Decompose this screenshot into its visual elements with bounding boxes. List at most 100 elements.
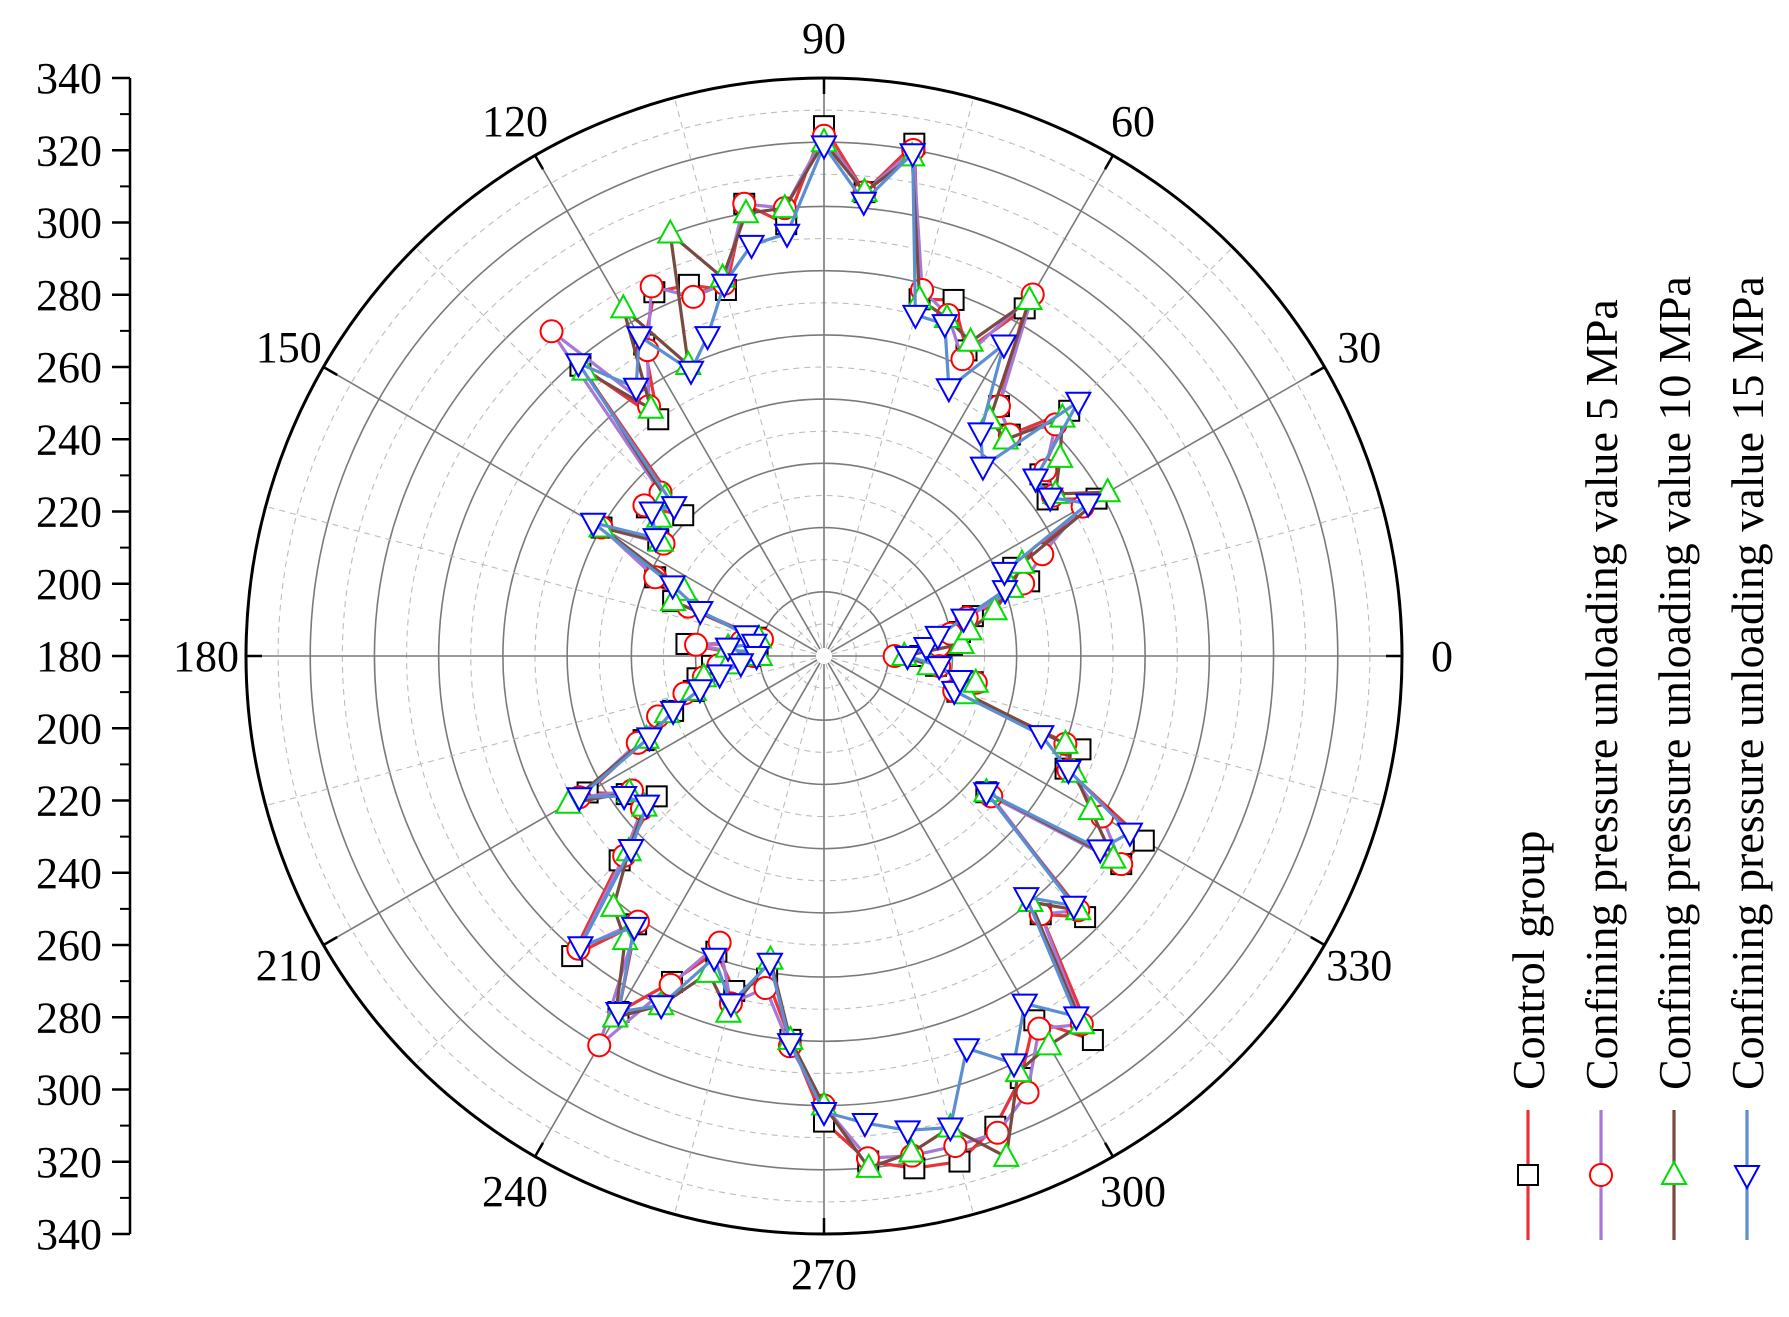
major-spoke [827, 662, 1114, 1157]
angular-tick [1310, 365, 1326, 377]
radial-tick-label: 220 [36, 777, 102, 826]
minor-spoke [265, 505, 817, 655]
angular-tick [1103, 154, 1115, 170]
data-point-triangle-down [625, 326, 654, 352]
angle-label: 0 [1431, 632, 1453, 681]
data-point-triangle-down [1074, 493, 1102, 519]
minor-spoke [414, 246, 819, 651]
major-spoke [830, 659, 1325, 946]
data-point-triangle-down [717, 993, 745, 1019]
radial-tick-label: 300 [36, 1066, 102, 1115]
data-point-triangle-up [897, 1137, 926, 1163]
legend-label: Confining pressure unloading value 5 MPa [1576, 299, 1627, 1090]
data-point-circle [1589, 1163, 1613, 1187]
angle-label: 60 [1111, 97, 1155, 146]
angular-tick [322, 365, 338, 377]
angle-label: 300 [1100, 1167, 1166, 1216]
radial-tick-label: 340 [36, 54, 102, 103]
data-point-triangle-up [992, 1141, 1020, 1167]
minor-spoke [829, 661, 1234, 1066]
angle-label: 330 [1326, 941, 1392, 990]
angle-label: 240 [482, 1167, 548, 1216]
legend: Control group Confining pressure unloadin… [1503, 276, 1773, 1240]
data-point-triangle-down [727, 653, 755, 679]
data-point-triangle-down [1011, 993, 1039, 1019]
data-point-triangle-down [737, 234, 766, 260]
angle-label: 30 [1337, 323, 1381, 372]
radial-tick-label: 340 [36, 1210, 102, 1259]
data-point-triangle-down [966, 422, 995, 448]
data-point-triangle-up [732, 198, 760, 224]
angle-label: 180 [173, 632, 239, 681]
data-point-square [1132, 829, 1155, 852]
data-point-triangle-down [1000, 1053, 1028, 1079]
data-point-triangle-down [564, 353, 593, 379]
minor-spoke [673, 97, 823, 649]
data-point-triangle-up [962, 667, 990, 693]
data-point-triangle-down [810, 135, 838, 161]
data-point-circle [1027, 1016, 1052, 1041]
data-point-triangle-down [658, 575, 687, 601]
data-point-triangle-down [705, 664, 734, 690]
minor-spoke [265, 657, 817, 807]
polar-frame [244, 76, 1404, 1236]
legend-label: Control group [1503, 831, 1554, 1090]
data-point-triangle-down [773, 223, 801, 249]
data-point-triangle-down [990, 561, 1019, 587]
data-point-circle [587, 1033, 612, 1058]
major-spoke [827, 155, 1114, 650]
data-point-triangle-up [1015, 284, 1044, 311]
data-point-triangle-up [947, 628, 976, 654]
data-point-triangle-down [893, 646, 922, 672]
data-point-triangle-down [972, 782, 1001, 808]
data-point-triangle-down [635, 727, 664, 753]
data-point-circle [1015, 1080, 1040, 1105]
series-group [539, 115, 1155, 1180]
legend-label: Confining pressure unloading value 10 MP… [1649, 276, 1700, 1090]
angle-label: 120 [482, 97, 548, 146]
radial-tick-label: 240 [36, 415, 102, 464]
data-point-triangle-down [565, 787, 593, 813]
angle-label: 210 [256, 941, 322, 990]
data-point-circle [943, 1134, 968, 1159]
data-point-triangle-down [610, 785, 638, 812]
data-point-triangle-down [638, 501, 666, 527]
data-point-triangle-down [740, 633, 769, 659]
data-point-triangle-down [686, 679, 714, 705]
data-point-triangle-down [641, 528, 670, 554]
radial-tick-label: 320 [36, 1138, 102, 1187]
data-point-triangle-down [898, 143, 927, 169]
data-point-circle [681, 284, 706, 309]
angular-tick [533, 154, 545, 170]
data-point-triangle-up [1077, 795, 1105, 821]
data-point-triangle-down [566, 936, 595, 962]
data-point-triangle-down [620, 916, 648, 943]
angular-axis-labels: 0 30 60 90 120 150 180 210 240 270 300 330 [173, 14, 1453, 1299]
data-point-triangle-up [637, 393, 665, 419]
data-point-triangle-down [1054, 759, 1083, 786]
data-point-triangle-down [1733, 1165, 1761, 1191]
data-point-triangle-down [617, 839, 645, 865]
data-point-triangle-down [810, 1101, 838, 1128]
data-point-triangle-down [1086, 839, 1114, 865]
data-point-triangle-down [850, 191, 878, 217]
data-point-triangle-down [660, 496, 688, 522]
data-point-triangle-down [901, 304, 930, 330]
minor-spoke [831, 505, 1383, 655]
data-point-triangle-up [1046, 442, 1074, 468]
data-point-triangle-down [1062, 1006, 1091, 1032]
data-point-triangle-up [1660, 1159, 1688, 1185]
data-point-triangle-down [1021, 468, 1050, 494]
data-point-triangle-down [924, 625, 952, 652]
data-point-triangle-down [946, 669, 974, 696]
data-point-triangle-down [633, 794, 661, 820]
radial-tick-label: 180 [36, 632, 102, 681]
data-point-triangle-down [953, 1038, 981, 1064]
radial-tick-label: 280 [36, 993, 102, 1042]
data-point-triangle-up [609, 293, 637, 319]
data-point-triangle-down [686, 600, 714, 627]
data-point-triangle-up [599, 891, 628, 917]
minor-spoke [831, 657, 1383, 807]
angular-tick [1103, 1142, 1115, 1158]
